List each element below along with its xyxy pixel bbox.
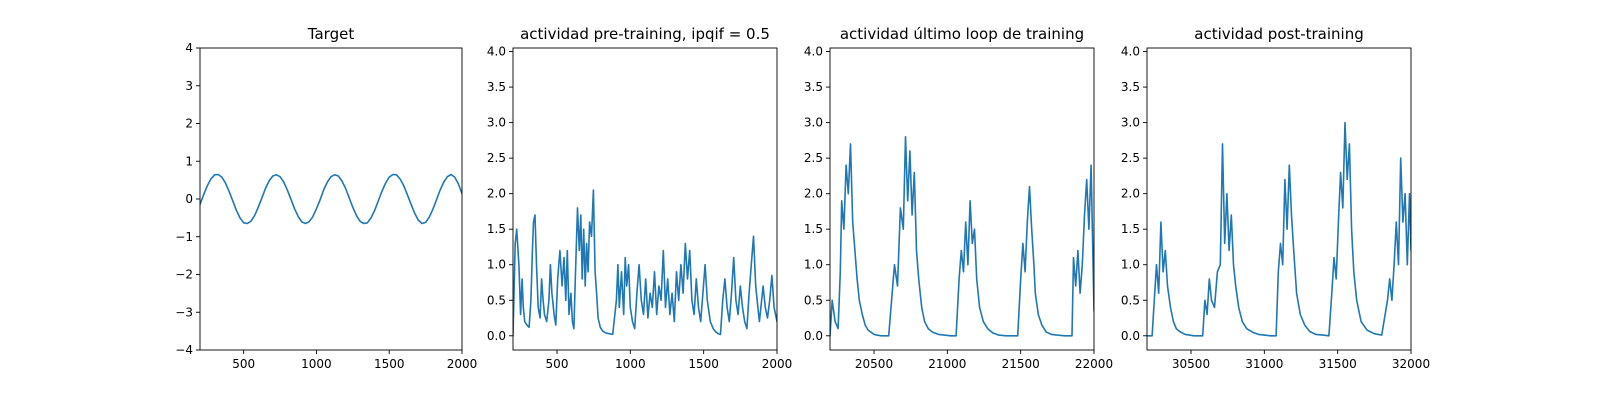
y-tick-label: 4.0 bbox=[1121, 45, 1140, 59]
series-line-0 bbox=[1147, 121, 1411, 337]
y-tick-label: 2.5 bbox=[804, 151, 823, 165]
series-line-0 bbox=[513, 189, 777, 337]
y-tick-label: 1.0 bbox=[487, 258, 506, 272]
y-tick-label: 2.5 bbox=[487, 151, 506, 165]
y-tick-label: 3.0 bbox=[804, 116, 823, 130]
x-tick-label: 31000 bbox=[1245, 357, 1283, 371]
x-tick-label: 1500 bbox=[688, 357, 719, 371]
y-tick-label: 2.5 bbox=[1121, 151, 1140, 165]
y-tick-label: 0.0 bbox=[487, 329, 506, 343]
y-tick-label: 1.5 bbox=[804, 222, 823, 236]
y-tick-label: 0.5 bbox=[804, 293, 823, 307]
y-tick-label: −1 bbox=[175, 230, 193, 244]
y-tick-label: 4.0 bbox=[487, 45, 506, 59]
y-tick-label: 3.0 bbox=[487, 116, 506, 130]
y-tick-label: −2 bbox=[175, 268, 193, 282]
y-tick-label: 3.0 bbox=[1121, 116, 1140, 130]
y-tick-label: 1.0 bbox=[1121, 258, 1140, 272]
panel-title: actividad último loop de training bbox=[840, 25, 1084, 43]
x-tick-label: 30500 bbox=[1172, 357, 1210, 371]
panel-pre-training: 500 1000 1500 2000 0.0 0.5 1.0 1.5 2.0 2.5 3.0 3.5 4… bbox=[487, 25, 792, 371]
y-tick-label: 0 bbox=[185, 192, 193, 206]
x-tick-label: 21500 bbox=[1002, 357, 1040, 371]
y-tick-label: 1.0 bbox=[804, 258, 823, 272]
panel-title: actividad post-training bbox=[1194, 25, 1363, 43]
y-tick-label: 3.5 bbox=[487, 80, 506, 94]
panel-target: 500 1000 1500 2000 −4 −3 −2 −1 0 1 2 3 4 Target bbox=[175, 25, 477, 371]
axes-frame bbox=[512, 47, 778, 351]
x-tick-label: 31500 bbox=[1319, 357, 1357, 371]
y-tick-label: 0.5 bbox=[1121, 293, 1140, 307]
y-tick-label: 1.5 bbox=[1121, 222, 1140, 236]
axes-frame bbox=[1146, 47, 1412, 351]
y-tick-label: 0.0 bbox=[804, 329, 823, 343]
x-tick-label: 2000 bbox=[762, 357, 793, 371]
y-tick-label: 3.5 bbox=[804, 80, 823, 94]
y-tick-label: 3.5 bbox=[1121, 80, 1140, 94]
x-tick-label: 500 bbox=[546, 357, 569, 371]
x-tick-label: 500 bbox=[232, 357, 255, 371]
y-tick-label: 1.5 bbox=[487, 222, 506, 236]
x-tick-label: 21000 bbox=[928, 357, 966, 371]
x-tick-label: 20500 bbox=[855, 357, 893, 371]
series-line-0 bbox=[200, 173, 462, 225]
y-tick-label: 2.0 bbox=[1121, 187, 1140, 201]
panel-post-training: 30500 31000 31500 32000 0.0 0.5 1.0 1.5 2.0 2.5 3.… bbox=[1121, 25, 1430, 371]
x-tick-label: 1000 bbox=[301, 357, 332, 371]
y-tick-label: 2.0 bbox=[804, 187, 823, 201]
x-tick-label: 1500 bbox=[374, 357, 405, 371]
y-tick-label: −3 bbox=[175, 305, 193, 319]
y-tick-label: 4 bbox=[185, 41, 193, 55]
y-tick-label: −4 bbox=[175, 343, 193, 357]
axes-frame bbox=[199, 47, 463, 351]
x-tick-label: 32000 bbox=[1392, 357, 1430, 371]
y-tick-label: 3 bbox=[185, 79, 193, 93]
x-tick-label: 2000 bbox=[447, 357, 478, 371]
y-tick-label: 2.0 bbox=[487, 187, 506, 201]
panel-last-training-loop: 20500 21000 21500 22000 0.0 0.5 1.0 1.5 2.0 2.5 3.… bbox=[804, 25, 1113, 371]
y-tick-label: 4.0 bbox=[804, 45, 823, 59]
y-tick-label: 0.0 bbox=[1121, 329, 1140, 343]
series-line-0 bbox=[830, 136, 1094, 337]
y-tick-label: 0.5 bbox=[487, 293, 506, 307]
x-tick-label: 22000 bbox=[1075, 357, 1113, 371]
axes-frame bbox=[829, 47, 1095, 351]
y-tick-label: 1 bbox=[185, 154, 193, 168]
panel-title: Target bbox=[307, 25, 355, 43]
y-tick-label: 2 bbox=[185, 117, 193, 131]
x-tick-label: 1000 bbox=[615, 357, 646, 371]
panel-title: actividad pre-training, ipqif = 0.5 bbox=[520, 25, 770, 43]
